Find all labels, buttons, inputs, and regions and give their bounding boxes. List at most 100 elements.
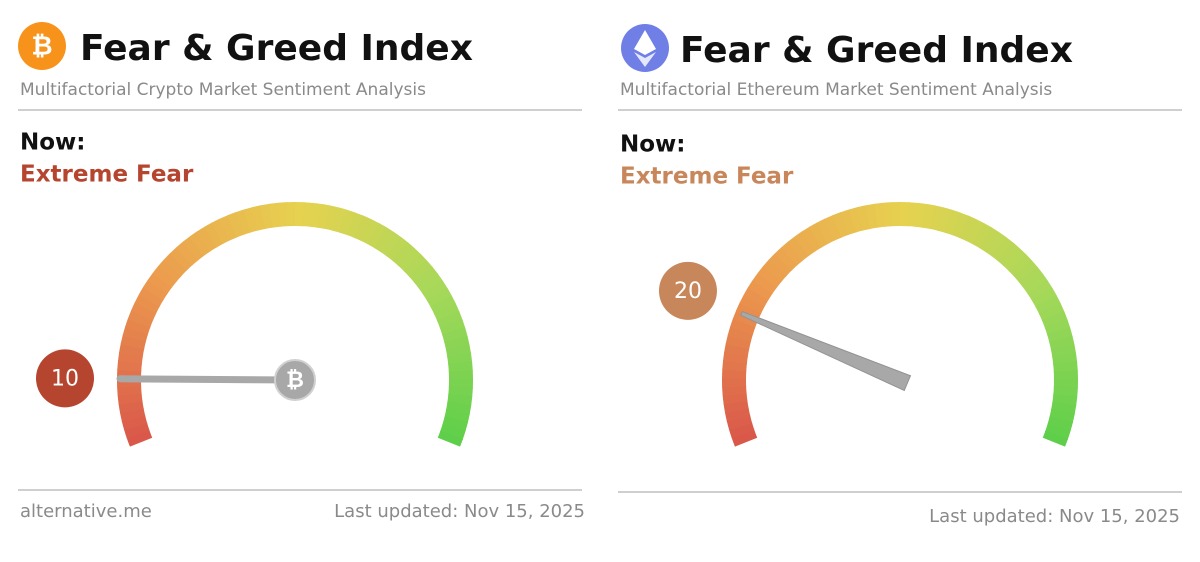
btc-icon — [18, 22, 66, 70]
gauge-arc — [121, 415, 148, 431]
gauge-arc — [448, 361, 473, 373]
gauge-arc — [386, 236, 409, 262]
gauge-arc — [373, 227, 395, 253]
gauge-arc — [339, 209, 356, 236]
gauge-arc — [353, 215, 372, 242]
gauge-arc — [731, 429, 758, 447]
gauge-arc — [1045, 423, 1071, 440]
gauge-arc — [762, 259, 788, 282]
needle — [740, 310, 912, 392]
gauge-arc — [122, 326, 149, 342]
gauge-arc — [985, 231, 1007, 257]
gauge-arc — [787, 235, 810, 261]
gauge-arc — [848, 206, 864, 233]
gauge-arc — [722, 392, 748, 405]
gauge-arc — [1047, 416, 1074, 432]
gauge-arc — [726, 415, 753, 431]
gauge-arc — [332, 207, 348, 233]
gauge-arc — [380, 231, 402, 257]
gauge-arc — [1018, 266, 1044, 289]
gauge-arc — [757, 265, 783, 288]
gauge-arc — [408, 259, 433, 283]
gauge-arc — [1041, 311, 1068, 329]
gauge-arc — [907, 202, 919, 227]
gauge-arc — [1008, 253, 1033, 278]
gauge-arc — [801, 226, 823, 252]
last-updated: Last updated: Nov 15, 2025 — [334, 501, 585, 522]
gauge-arc — [873, 202, 887, 228]
gauge-arc — [227, 211, 245, 238]
gauge-arc — [768, 252, 793, 277]
gauge-arc — [142, 279, 169, 301]
gauge-arc — [418, 273, 444, 295]
gauge-arc — [1038, 303, 1065, 322]
gauge-arc — [1049, 335, 1075, 351]
gauge-arc — [1053, 361, 1078, 373]
gauge-arc — [882, 202, 894, 227]
gauge-arc — [302, 202, 314, 227]
gauge-arc — [1023, 273, 1049, 295]
title: Fear & Greed Index — [80, 28, 473, 69]
gauge-arc — [1042, 430, 1069, 447]
gauge-arc — [309, 202, 323, 228]
gauge-arc — [446, 401, 472, 415]
gauge-arc — [430, 295, 457, 315]
gauge-arc — [1050, 344, 1077, 358]
gauge-arc — [1035, 295, 1062, 315]
gauge-arc — [152, 265, 178, 288]
gauge-arc — [724, 407, 751, 422]
gauge-arc — [725, 334, 752, 350]
gauge-arc — [816, 218, 836, 245]
gauge-arc — [991, 236, 1014, 262]
gauge-arc — [277, 202, 289, 227]
gauge-arc — [235, 209, 252, 235]
needle — [116, 375, 299, 384]
gauge-arc — [117, 385, 142, 397]
gauge-arc — [117, 392, 143, 405]
gauge-arc — [1053, 386, 1078, 398]
gauge-arc — [403, 253, 428, 278]
gauge-arc — [268, 202, 282, 228]
gauge-arc — [134, 294, 161, 314]
title: Fear & Greed Index — [680, 30, 1073, 71]
gauge-arc — [127, 309, 154, 328]
gauge-arc — [774, 246, 798, 271]
gauge-arc — [722, 385, 747, 397]
gauge-arc — [824, 214, 843, 241]
gauge-arc — [1052, 393, 1078, 407]
gauge-arc — [169, 246, 193, 271]
gauge-arc — [958, 215, 977, 242]
gauge-arc — [118, 400, 144, 414]
hub-logo: ₿ — [286, 368, 304, 393]
gauge-arc — [1049, 408, 1075, 424]
gauge-arc — [727, 326, 754, 342]
gauge-arc — [317, 203, 331, 230]
status: Extreme Fear — [620, 164, 794, 190]
gauge-arc — [120, 334, 147, 350]
gauge-arc — [722, 360, 747, 372]
source: alternative.me — [20, 501, 152, 522]
gauge-arc — [243, 206, 259, 233]
status: Extreme Fear — [20, 162, 194, 188]
last-updated: Last updated: Nov 15, 2025 — [929, 506, 1180, 527]
gauge-arc — [126, 429, 153, 447]
gauge-arc — [413, 266, 439, 289]
gauge-arc — [832, 211, 850, 238]
value-label: 10 — [51, 366, 79, 391]
gauge-arc — [422, 280, 448, 302]
gauge-arc — [219, 214, 238, 241]
gauge-arc — [436, 311, 463, 329]
subtitle: Multifactorial Ethereum Market Sentiment… — [620, 80, 1052, 100]
gauge-arc — [439, 319, 466, 336]
gauge-arc — [723, 400, 749, 414]
gauge-arc — [117, 360, 142, 372]
gauge-arc — [944, 209, 961, 236]
gauge-arc — [130, 301, 157, 321]
gauge-arc — [397, 247, 422, 272]
gauge-arc — [743, 286, 769, 307]
gauge-arc — [729, 317, 756, 335]
gauge-arc — [346, 212, 365, 239]
gauge-arc — [865, 203, 879, 229]
